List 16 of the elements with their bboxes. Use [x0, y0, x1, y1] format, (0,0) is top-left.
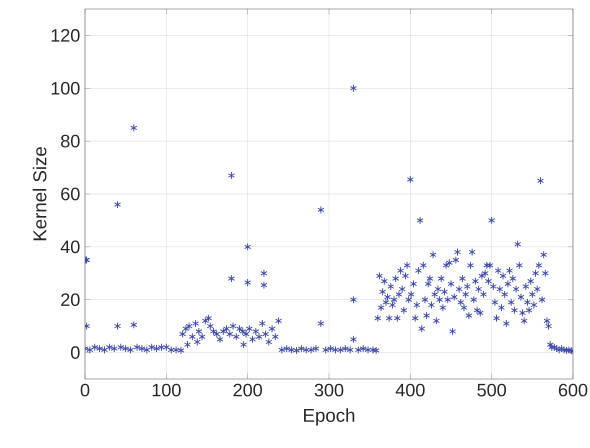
x-tick-label: 200: [234, 384, 262, 396]
x-tick-label: 600: [558, 384, 588, 396]
y-tick-label: 100: [52, 82, 80, 95]
x-tick-label: 0: [80, 384, 90, 396]
y-tick-label: 80: [61, 134, 80, 148]
y-tick-label: 20: [61, 293, 80, 306]
x-tick-label: 100: [152, 384, 181, 396]
y-tick-label: 120: [52, 29, 80, 42]
y-tick-label: 0: [70, 346, 80, 359]
y-tick-label: 60: [61, 188, 80, 200]
y-axis-title: Kernel Size: [32, 147, 46, 240]
y-tick-label: 40: [60, 240, 80, 254]
x-tick-label: 300: [314, 384, 344, 396]
x-axis-title: Epoch: [304, 408, 354, 426]
x-tick-label: 400: [396, 384, 425, 396]
x-tick-label: 500: [477, 384, 506, 396]
